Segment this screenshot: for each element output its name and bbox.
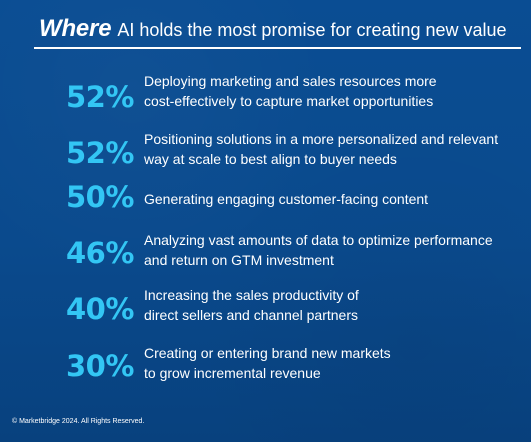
- stat-description-line: Generating engaging customer-facing cont…: [144, 191, 429, 207]
- stat-percentage: 40%: [66, 292, 134, 326]
- stat-percentage: 50%: [66, 180, 134, 214]
- title-text: AI holds the most promise for creating n…: [117, 20, 507, 40]
- stat-description-line: way at scale to best align to buyer need…: [144, 151, 397, 167]
- stat-percentage: 46%: [66, 236, 134, 270]
- title-underline: [34, 47, 521, 49]
- stat-description-line: Analyzing vast amounts of data to optimi…: [144, 232, 493, 248]
- stat-percentage: 30%: [66, 349, 134, 383]
- stat-description: Increasing the sales productivity of dir…: [144, 285, 519, 325]
- stat-description: Creating or entering brand new markets t…: [144, 343, 519, 383]
- stat-description-line: and return on GTM investment: [144, 252, 334, 268]
- stat-description: Deploying marketing and sales resources …: [144, 71, 519, 111]
- stat-description-line: Deploying marketing and sales resources …: [144, 73, 437, 89]
- copyright-text: © Marketbridge 2024. All Rights Reserved…: [12, 418, 145, 425]
- title-emphasis: Where: [39, 15, 112, 42]
- stat-percentage: 52%: [66, 80, 134, 114]
- stat-description: Positioning solutions in a more personal…: [144, 129, 519, 169]
- stat-description-line: Increasing the sales productivity of: [144, 287, 359, 303]
- stat-percentage: 52%: [66, 136, 134, 170]
- page-title: Where AI holds the most promise for creat…: [39, 17, 507, 41]
- stat-description-line: cost-effectively to capture market oppor…: [144, 93, 434, 109]
- stat-description: Analyzing vast amounts of data to optimi…: [144, 230, 519, 270]
- stat-list: 52% Deploying marketing and sales resour…: [66, 71, 519, 383]
- stat-description: Generating engaging customer-facing cont…: [144, 189, 519, 209]
- stat-description-line: Positioning solutions in a more personal…: [144, 131, 499, 147]
- stat-description-line: direct sellers and channel partners: [144, 307, 359, 323]
- stat-description-line: to grow incremental revenue: [144, 365, 321, 381]
- stat-description-line: Creating or entering brand new markets: [144, 345, 391, 361]
